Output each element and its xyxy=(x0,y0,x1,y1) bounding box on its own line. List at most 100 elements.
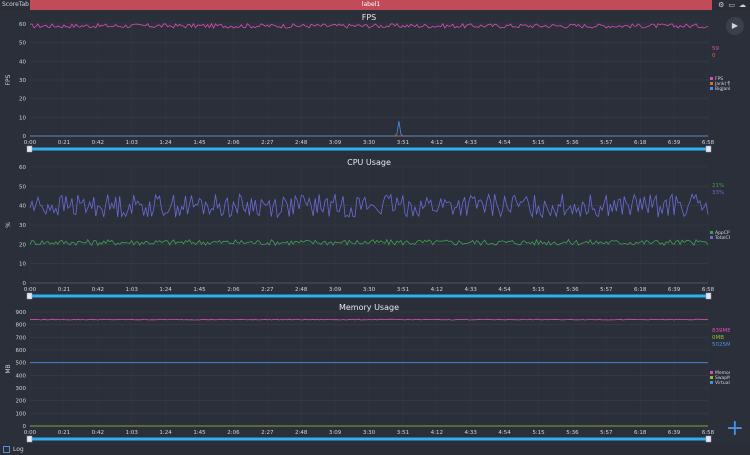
x-tick-label: 3:09 xyxy=(329,430,342,436)
x-tick-label: 0:00 xyxy=(24,140,37,146)
x-tick-label: 6:18 xyxy=(634,430,647,436)
x-tick-label: 4:33 xyxy=(465,140,478,146)
plus-icon[interactable]: + xyxy=(725,416,744,441)
y-tick-label: 500 xyxy=(16,361,27,367)
range-slider-end-handle[interactable] xyxy=(705,145,712,153)
chart-svg: Memory Usage MB 0 100 200 300 400 500 600 700 800 9… xyxy=(5,303,748,443)
x-tick-label: 2:06 xyxy=(227,140,240,146)
series-line xyxy=(29,238,709,247)
y-tick-label: 50 xyxy=(19,41,26,47)
x-tick-label: 2:27 xyxy=(261,287,274,293)
x-tick-label: 0:42 xyxy=(92,140,104,146)
y-tick-label: 30 xyxy=(19,223,26,229)
x-tick-label: 2:48 xyxy=(295,287,308,293)
current-value-label: 5025MB xyxy=(712,342,730,348)
y-tick-label: 900 xyxy=(16,310,27,316)
y-tick-label: 40 xyxy=(19,59,26,65)
series-line xyxy=(29,22,709,29)
x-tick-label: 5:57 xyxy=(600,140,613,146)
x-tick-label: 5:36 xyxy=(566,140,579,146)
chart-title: FPS xyxy=(362,13,377,22)
x-tick-label: 0:21 xyxy=(58,140,70,146)
x-tick-label: 1:03 xyxy=(126,287,139,293)
x-tick-label: 5:15 xyxy=(532,430,545,436)
x-tick-label: 1:45 xyxy=(193,287,206,293)
chart-title: Memory Usage xyxy=(339,303,399,312)
x-tick-label: 6:39 xyxy=(668,287,681,293)
y-tick-label: 300 xyxy=(16,386,27,392)
legend-entry: TotalCPU xyxy=(714,235,730,241)
x-tick-label: 4:12 xyxy=(431,140,443,146)
x-tick-label: 6:58 xyxy=(702,140,715,146)
x-tick-label: 3:09 xyxy=(329,140,342,146)
x-tick-label: 4:54 xyxy=(498,430,511,436)
x-tick-label: 0:42 xyxy=(92,287,104,293)
x-tick-label: 6:39 xyxy=(668,430,681,436)
x-tick-label: 2:27 xyxy=(261,140,274,146)
cloud-icon[interactable]: ☁ xyxy=(739,1,746,9)
y-tick-label: 400 xyxy=(16,373,27,379)
x-tick-label: 5:36 xyxy=(566,430,579,436)
x-tick-label: 0:21 xyxy=(58,430,70,436)
x-tick-label: 0:21 xyxy=(58,287,70,293)
y-axis-label: FPS xyxy=(5,74,12,85)
y-tick-label: 10 xyxy=(19,262,26,268)
legend-swatch xyxy=(710,381,713,384)
y-tick-label: 200 xyxy=(16,399,27,405)
legend-entry: FPS xyxy=(715,76,723,82)
range-slider-end-handle[interactable] xyxy=(705,435,712,443)
range-slider-track xyxy=(28,437,710,441)
y-axis-label: % xyxy=(5,222,12,228)
current-value-label: 21% xyxy=(712,183,724,189)
tab-label1[interactable]: label1 xyxy=(30,0,712,10)
x-tick-label: 2:06 xyxy=(227,287,240,293)
range-slider-track xyxy=(28,147,710,151)
x-tick-label: 3:51 xyxy=(397,430,409,436)
range-slider-start-handle[interactable] xyxy=(26,435,33,443)
y-tick-label: 10 xyxy=(19,115,26,121)
series-line xyxy=(29,318,709,321)
y-axis-label: MB xyxy=(5,364,12,373)
y-tick-label: 0 xyxy=(23,281,27,287)
log-icon xyxy=(3,446,10,453)
log-toggle[interactable]: Log xyxy=(3,446,24,453)
range-slider-start-handle[interactable] xyxy=(26,292,33,300)
memory-chart-panel: Memory Usage MB 0 100 200 300 400 500 600 700 800 9… xyxy=(0,300,748,445)
range-slider-end-handle[interactable] xyxy=(705,292,712,300)
range-slider-start-handle[interactable] xyxy=(26,145,33,153)
x-tick-label: 3:09 xyxy=(329,287,342,293)
legend-swatch xyxy=(710,87,713,90)
x-tick-label: 5:36 xyxy=(566,287,579,293)
legend-swatch xyxy=(710,77,713,80)
play-icon[interactable]: ▶ xyxy=(726,17,744,35)
top-icons: ⚙ ▭ ☁ xyxy=(718,1,746,9)
y-tick-label: 60 xyxy=(19,165,26,171)
series-line xyxy=(30,121,708,137)
x-tick-label: 1:24 xyxy=(159,430,172,436)
current-value-label: 59 xyxy=(712,46,719,52)
folder-icon[interactable]: ▭ xyxy=(728,1,735,9)
x-tick-label: 4:54 xyxy=(498,140,511,146)
legend-entry: AppCPU xyxy=(715,230,730,236)
x-tick-label: 3:51 xyxy=(397,140,409,146)
log-label: Log xyxy=(13,446,24,453)
x-tick-label: 4:54 xyxy=(498,287,511,293)
y-tick-label: 40 xyxy=(19,204,26,210)
y-tick-label: 60 xyxy=(19,22,26,28)
y-tick-label: 50 xyxy=(19,184,26,190)
gear-icon[interactable]: ⚙ xyxy=(718,1,725,9)
x-tick-label: 5:15 xyxy=(532,140,545,146)
x-tick-label: 1:24 xyxy=(159,287,172,293)
y-tick-label: 800 xyxy=(16,323,27,329)
legend-entry: Jank(卡顿) xyxy=(714,80,730,87)
y-tick-label: 700 xyxy=(16,335,27,341)
cpu-chart-panel: CPU Usage% 0 10 20 30 40 50 60 0:00 0:21 0:42 1:03 1… xyxy=(0,155,735,300)
x-tick-label: 3:30 xyxy=(363,140,376,146)
y-tick-label: 0 xyxy=(23,424,27,430)
app-name: ScoreTab xyxy=(2,1,29,8)
current-value-label: 839MB xyxy=(712,328,730,334)
range-slider-track xyxy=(28,294,710,298)
current-value-label: 0 xyxy=(712,53,716,59)
series-line xyxy=(29,192,709,219)
chart-svg: FPS FPS 0 10 20 30 40 50 60 0:00 0:21 0:42 1:03 1:24 1… xyxy=(5,13,749,153)
